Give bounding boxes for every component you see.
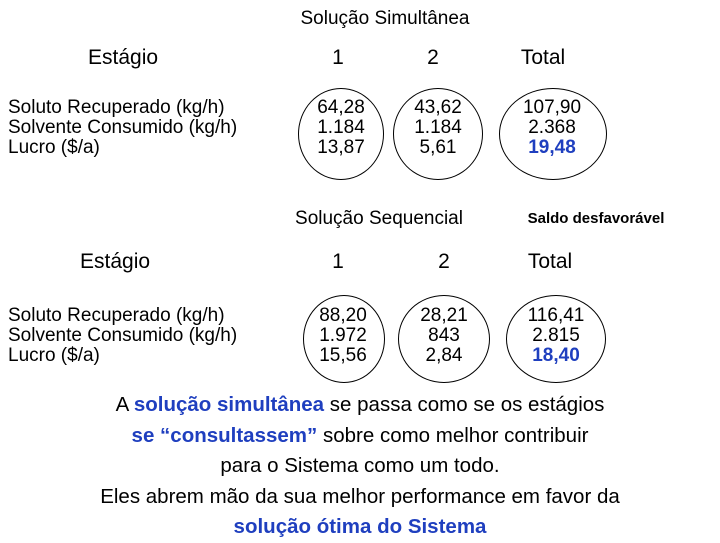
value-solute: 64,28 <box>317 97 365 118</box>
highlight-simultaneous: solução simultânea <box>133 393 325 416</box>
unfavorable-balance-note: Saldo desfavorável <box>527 210 665 227</box>
simultaneous-stage2-values: 43,62 1.184 5,61 <box>414 98 462 158</box>
sequential-stage1-values: 88,20 1.972 15,56 <box>319 306 367 366</box>
row-label-profit: Lucro ($/a) <box>8 137 100 158</box>
conclusion-line-4: Eles abrem mão da sua melhor performance… <box>100 484 620 508</box>
simultaneous-stage1-values: 64,28 1.184 13,87 <box>317 98 365 158</box>
value-profit-highlight: 18,40 <box>532 345 580 366</box>
text-fragment: sobre como melhor contribuir <box>317 423 589 447</box>
value-solvent: 843 <box>428 325 460 346</box>
value-profit-highlight: 19,48 <box>528 137 576 158</box>
sequential-col-2: 2 <box>438 250 450 273</box>
sequential-stage2-ellipse <box>398 295 490 383</box>
value-solvent: 1.184 <box>317 117 365 138</box>
highlight-consult: se “consultassem” <box>131 423 318 447</box>
simultaneous-stage1-ellipse <box>298 88 384 180</box>
value-profit: 2,84 <box>425 345 463 366</box>
conclusion-line-2: se “consultassem” sobre como melhor cont… <box>0 421 720 452</box>
value-solvent: 1.972 <box>319 325 367 346</box>
value-solute: 28,21 <box>420 305 468 326</box>
value-profit: 5,61 <box>419 137 457 158</box>
simultaneous-stage2-ellipse <box>393 88 483 180</box>
highlight-optimal-solution: solução ótima do Sistema <box>233 515 487 538</box>
value-solute: 116,41 <box>527 305 585 326</box>
sequential-title: Solução Sequencial <box>295 208 463 229</box>
sequential-col-total: Total <box>527 250 573 273</box>
sequential-row-labels: Soluto Recuperado (kg/h) Solvente Consum… <box>8 306 237 366</box>
simultaneous-title: Solução Simultânea <box>300 8 470 29</box>
value-solute: 107,90 <box>522 97 582 118</box>
text-fragment: A <box>115 393 134 416</box>
sequential-stage-header: Estágio <box>80 250 151 273</box>
simultaneous-row-labels: Soluto Recuperado (kg/h) Solvente Consum… <box>8 98 237 158</box>
value-solvent: 1.184 <box>414 117 462 138</box>
conclusion-line-1: A solução simultânea se passa como se os… <box>0 390 720 421</box>
simultaneous-col-1: 1 <box>332 46 344 69</box>
sequential-total-values: 116,41 2.815 18,40 <box>528 306 585 366</box>
simultaneous-stage-header: Estágio <box>88 46 159 69</box>
sequential-col-1: 1 <box>332 250 344 273</box>
simultaneous-col-2: 2 <box>427 46 439 69</box>
value-solvent: 2.368 <box>528 117 576 138</box>
simultaneous-total-values: 107,90 2.368 19,48 <box>523 98 581 158</box>
simultaneous-col-total: Total <box>520 46 566 69</box>
row-label-solvent: Solvente Consumido (kg/h) <box>8 117 238 138</box>
row-label-profit: Lucro ($/a) <box>8 345 100 366</box>
value-solute: 88,20 <box>319 305 367 326</box>
row-label-solvent: Solvente Consumido (kg/h) <box>8 325 238 346</box>
value-profit: 13,87 <box>317 137 365 158</box>
conclusion-paragraph: A solução simultânea se passa como se os… <box>0 390 720 543</box>
simultaneous-total-ellipse <box>499 88 607 180</box>
text-fragment: se passa como se os estágios <box>324 393 605 416</box>
value-solvent: 2.815 <box>532 325 580 346</box>
conclusion-line-3: para o Sistema como um todo. <box>220 454 500 477</box>
value-solute: 43,62 <box>414 97 462 118</box>
value-profit: 15,56 <box>319 345 367 366</box>
sequential-stage1-ellipse <box>303 295 385 383</box>
sequential-stage2-values: 28,21 843 2,84 <box>420 306 468 366</box>
conclusion-line-5: solução ótima do Sistema <box>0 512 720 543</box>
sequential-total-ellipse <box>506 295 606 383</box>
row-label-solute: Soluto Recuperado (kg/h) <box>8 97 225 118</box>
row-label-solute: Soluto Recuperado (kg/h) <box>8 305 225 326</box>
